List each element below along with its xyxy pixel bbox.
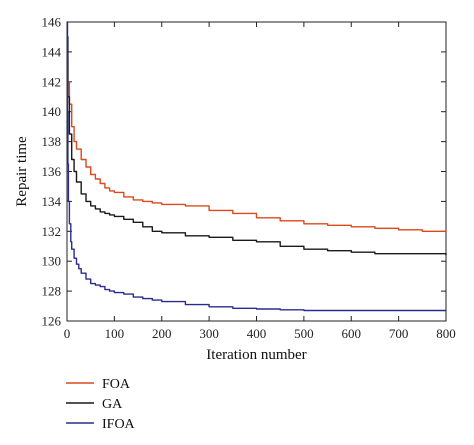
legend-label-ga: GA	[102, 397, 123, 412]
legend: FOA GA IFOA	[66, 377, 136, 432]
series-lines	[66, 21, 447, 312]
x-tick-label: 800	[436, 326, 456, 341]
x-tick-label: 300	[199, 326, 219, 341]
y-tick-label: 128	[42, 284, 62, 299]
y-tick-label: 134	[42, 194, 62, 209]
y-tick-label: 138	[42, 134, 62, 149]
y-tick-label: 136	[42, 164, 62, 179]
x-tick-label: 400	[247, 326, 267, 341]
y-tick-label: 142	[42, 74, 62, 89]
series-line-ifoa	[66, 21, 446, 312]
x-axis-title: Iteration number	[206, 347, 306, 363]
y-tick-label: 126	[42, 314, 62, 329]
legend-label-foa: FOA	[102, 377, 131, 392]
y-tick-label: 132	[42, 224, 62, 239]
x-tick-label: 100	[105, 326, 125, 341]
x-tick-label: 200	[152, 326, 172, 341]
plot-border	[66, 21, 447, 322]
x-tick-label: 0	[64, 326, 71, 341]
x-tick-label: 700	[389, 326, 409, 341]
series-line-ga	[67, 36, 447, 256]
x-tick-label: 600	[342, 326, 362, 341]
y-tick-label: 146	[42, 15, 62, 30]
series-line-foa	[67, 58, 447, 233]
y-tick-label: 140	[42, 104, 62, 119]
y-axis-title: Repair time	[14, 136, 30, 207]
y-tick-label: 130	[42, 254, 62, 269]
plot-frame	[66, 21, 447, 322]
y-tick-label: 144	[42, 44, 62, 59]
axis-ticks: 0 100 200 300 400 500 600 700 800 126 128 130 132 134…	[42, 15, 456, 342]
x-tick-label: 500	[294, 326, 314, 341]
legend-label-ifoa: IFOA	[102, 417, 136, 432]
